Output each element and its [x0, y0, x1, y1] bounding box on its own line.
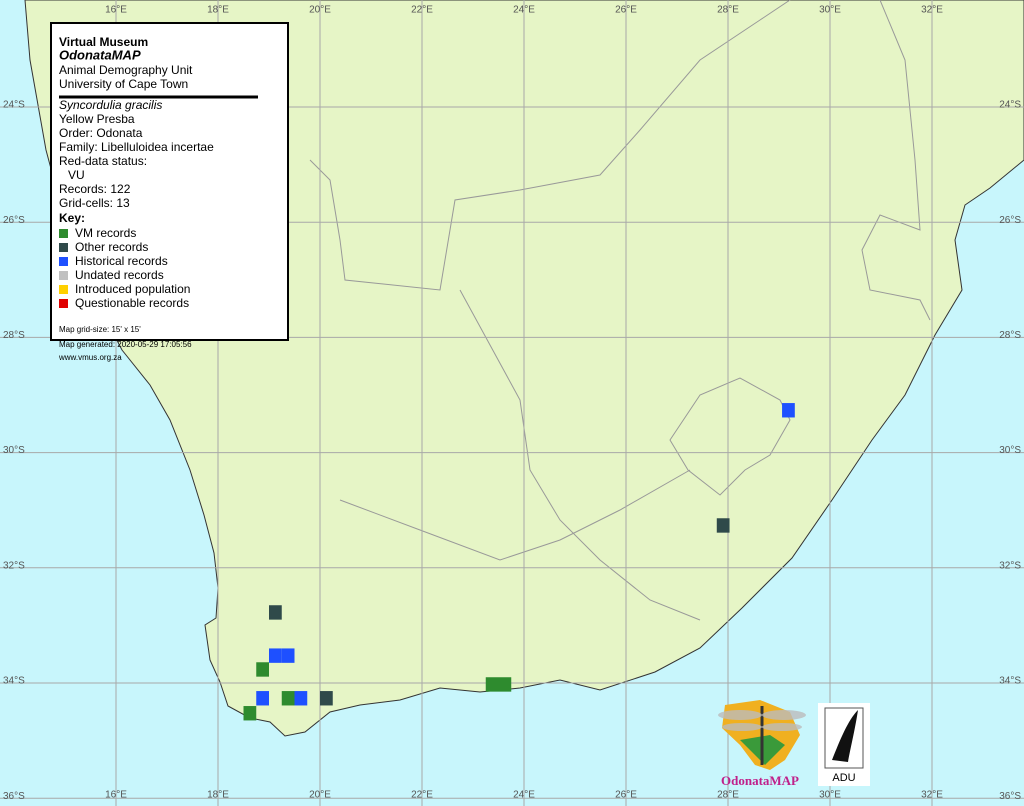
lon-label-top: 18°E	[207, 5, 229, 16]
record-cell	[269, 605, 282, 620]
lon-label-top: 30°E	[819, 5, 841, 16]
lat-label-right: 26°S	[999, 215, 1021, 226]
record-cell	[243, 706, 257, 721]
tick-labels: 16°E 16°E 18°E 18°E 20°E 20°E 22°E 22°E 24°E 24°E…	[3, 5, 1021, 802]
key-title: Key:	[59, 211, 85, 225]
lon-label-bottom: 24°E	[513, 790, 535, 801]
key-swatch	[59, 285, 68, 294]
adu-feather	[832, 710, 858, 762]
lon-label-top: 32°E	[921, 5, 943, 16]
lat-label-left: 32°S	[3, 560, 25, 571]
lon-label-bottom: 32°E	[921, 790, 943, 801]
lon-label-bottom: 20°E	[309, 790, 331, 801]
lat-label-right: 32°S	[999, 560, 1021, 571]
record-cell	[281, 648, 295, 663]
lon-label-top: 24°E	[513, 5, 535, 16]
record-cell	[269, 648, 282, 663]
wing	[762, 723, 802, 731]
unit: Animal Demography Unit	[59, 63, 193, 77]
record-cell	[498, 677, 512, 692]
odonatamap-text: OdonataMAP	[721, 773, 799, 788]
record-cell	[320, 691, 333, 706]
lon-label-top: 22°E	[411, 5, 433, 16]
adu-graph	[824, 707, 864, 769]
key-swatch	[59, 271, 68, 280]
family: Family: Libelluloidea incertae	[59, 140, 214, 154]
record-cell	[782, 403, 795, 418]
lat-label-left: 26°S	[3, 215, 25, 226]
borders	[309, 0, 931, 621]
key-label: Undated records	[75, 268, 164, 282]
red-data-status: VU	[68, 168, 85, 182]
key-swatch	[59, 229, 68, 238]
lon-label-bottom: 28°E	[717, 790, 739, 801]
record-cell	[485, 677, 499, 692]
lon-label-bottom: 26°E	[615, 790, 637, 801]
record-cell	[256, 691, 269, 706]
record-cell	[716, 518, 730, 533]
lon-label-top: 20°E	[309, 5, 331, 16]
record-cell	[256, 662, 269, 677]
adu-text: ADU	[832, 772, 855, 784]
key-swatch	[59, 299, 68, 308]
order: Order: Odonata	[59, 126, 143, 140]
url-note: www.vmus.org.za	[58, 353, 122, 362]
lat-label-right: 36°S	[999, 791, 1021, 802]
key-swatch	[59, 257, 68, 266]
lon-label-top: 26°E	[615, 5, 637, 16]
lat-label-left: 24°S	[3, 100, 25, 111]
wing	[718, 710, 762, 720]
lon-label-bottom: 30°E	[819, 790, 841, 801]
lat-label-right: 30°S	[999, 445, 1021, 456]
wing	[762, 710, 806, 720]
lat-label-right: 28°S	[999, 330, 1021, 341]
key-label: Introduced population	[75, 282, 190, 296]
lat-label-left: 30°S	[3, 445, 25, 456]
records	[243, 403, 795, 721]
odonatamap-logo: OdonataMAP	[718, 700, 806, 788]
key-label: VM records	[75, 226, 136, 240]
grid-cells-count: Grid-cells: 13	[59, 196, 130, 210]
lon-label-top: 16°E	[105, 5, 127, 16]
lon-label-bottom: 18°E	[207, 790, 229, 801]
wing	[722, 723, 762, 731]
lon-label-top: 28°E	[717, 5, 739, 16]
legend-box	[50, 22, 289, 341]
title: Virtual Museum	[59, 35, 148, 49]
project: OdonataMAP	[59, 47, 141, 62]
lat-label-left: 34°S	[3, 676, 25, 687]
generated-note: Map generated: 2020-05-29 17:05:56	[59, 340, 192, 349]
grid-size-note: Map grid-size: 15' x 15'	[59, 325, 141, 334]
lat-label-right: 24°S	[999, 100, 1021, 111]
lat-label-left: 28°S	[3, 330, 25, 341]
lon-label-bottom: 16°E	[105, 790, 127, 801]
key-label: Questionable records	[75, 296, 189, 310]
key-label: Other records	[75, 240, 148, 254]
adu-logo: ADU	[818, 703, 870, 786]
records-count: Records: 122	[59, 182, 131, 196]
lon-label-bottom: 22°E	[411, 790, 433, 801]
key-swatch	[59, 243, 68, 252]
record-cell	[294, 691, 308, 706]
lat-label-left: 36°S	[3, 791, 25, 802]
red-data-label: Red-data status:	[59, 154, 147, 168]
common-name: Yellow Presba	[59, 112, 135, 126]
scientific-name: Syncordulia gracilis	[59, 98, 162, 112]
lat-label-right: 34°S	[999, 676, 1021, 687]
university: University of Cape Town	[59, 77, 188, 91]
key-label: Historical records	[75, 254, 168, 268]
record-cell	[281, 691, 295, 706]
